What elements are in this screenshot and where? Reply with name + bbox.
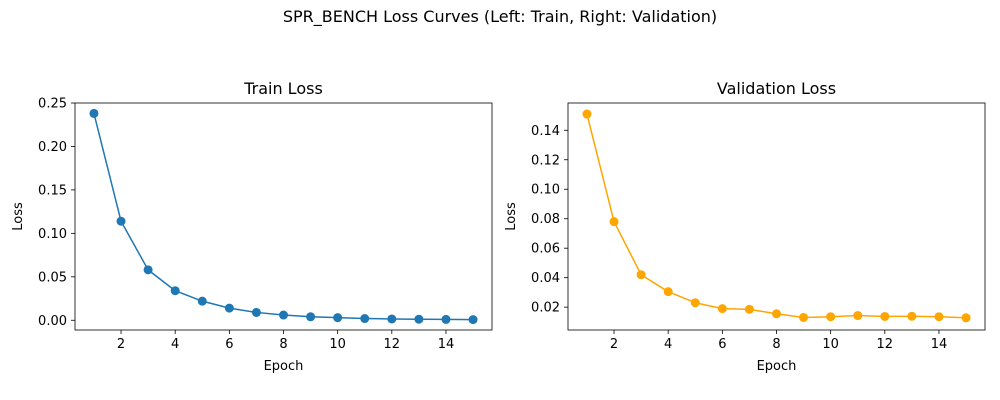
validation-x-tick-label: 8 (772, 337, 780, 352)
validation-y-axis-label: Loss (504, 202, 519, 231)
train-x-tick-label: 14 (438, 337, 455, 352)
train-data-point (170, 286, 180, 296)
train-data-point (468, 315, 478, 325)
train-x-tick-label: 8 (279, 337, 287, 352)
validation-data-point (690, 298, 700, 308)
train-data-point (116, 216, 126, 226)
train-series-line (93, 113, 474, 321)
train-x-tick-label: 2 (117, 337, 125, 352)
train-x-tick-label: 10 (329, 337, 346, 352)
validation-series-line (586, 113, 967, 319)
train-axes-frame (74, 102, 493, 331)
train-loss-panel: Train Loss 2 4 6 8 10 12 14 0.00 0.05 0.10 0.15 0.20… (11, 79, 493, 374)
validation-data-point (907, 311, 917, 321)
train-data-point (414, 314, 424, 324)
train-y-tick-label: 0.00 (38, 314, 67, 329)
validation-x-tick-label: 14 (931, 337, 948, 352)
train-data-point (387, 314, 397, 324)
validation-x-tick-label: 2 (610, 337, 618, 352)
train-data-point (360, 314, 370, 324)
train-data-point (279, 310, 288, 320)
train-data-point (197, 296, 207, 306)
validation-data-point (663, 287, 673, 297)
validation-data-point (582, 109, 592, 119)
validation-data-point (799, 312, 809, 322)
validation-data-point (826, 312, 836, 322)
validation-data-point (934, 312, 944, 322)
validation-data-point (717, 304, 727, 314)
validation-data-point (880, 311, 890, 321)
train-x-tick-label: 4 (171, 337, 179, 352)
validation-x-axis-label: Epoch (757, 359, 797, 374)
train-y-tick-label: 0.25 (38, 97, 67, 112)
validation-y-tick-label: 0.06 (531, 242, 560, 257)
train-data-point (251, 307, 261, 317)
validation-loss-panel: Validation Loss 2 4 6 8 10 12 14 0.02 0.04 0.06 0.0… (504, 79, 986, 374)
train-x-tick-label: 6 (225, 337, 233, 352)
validation-data-point (609, 217, 619, 227)
validation-y-tick-label: 0.02 (531, 301, 560, 316)
validation-chart-title: Validation Loss (717, 79, 836, 98)
validation-y-tick-label: 0.12 (531, 153, 560, 168)
validation-y-tick-label: 0.10 (531, 183, 560, 198)
train-data-point (224, 303, 234, 313)
validation-x-tick-label: 6 (718, 337, 726, 352)
validation-y-tick-label: 0.08 (531, 212, 560, 227)
validation-data-point (636, 270, 646, 280)
train-data-point (306, 312, 316, 322)
train-y-axis-label: Loss (11, 202, 26, 231)
validation-data-point (744, 304, 754, 314)
train-y-tick-label: 0.10 (38, 227, 67, 242)
train-x-tick-label: 12 (384, 337, 401, 352)
train-x-axis-label: Epoch (264, 359, 304, 374)
train-data-point (89, 108, 99, 118)
validation-x-tick-label: 10 (822, 337, 839, 352)
validation-data-point (772, 309, 781, 319)
train-data-point (143, 265, 153, 275)
validation-x-tick-label: 12 (877, 337, 894, 352)
train-y-tick-label: 0.15 (38, 183, 67, 198)
train-y-tick-label: 0.20 (38, 140, 67, 155)
validation-data-point (853, 311, 863, 321)
validation-data-point (961, 313, 971, 323)
train-y-tick-label: 0.05 (38, 270, 67, 285)
validation-x-tick-label: 4 (664, 337, 672, 352)
validation-axes-frame (567, 102, 986, 331)
train-chart-title: Train Loss (243, 79, 323, 98)
train-data-point (441, 314, 451, 324)
validation-y-tick-label: 0.14 (531, 124, 560, 139)
figure-suptitle: SPR_BENCH Loss Curves (Left: Train, Righ… (283, 7, 717, 27)
validation-y-tick-label: 0.04 (531, 271, 560, 286)
train-data-point (333, 313, 343, 323)
